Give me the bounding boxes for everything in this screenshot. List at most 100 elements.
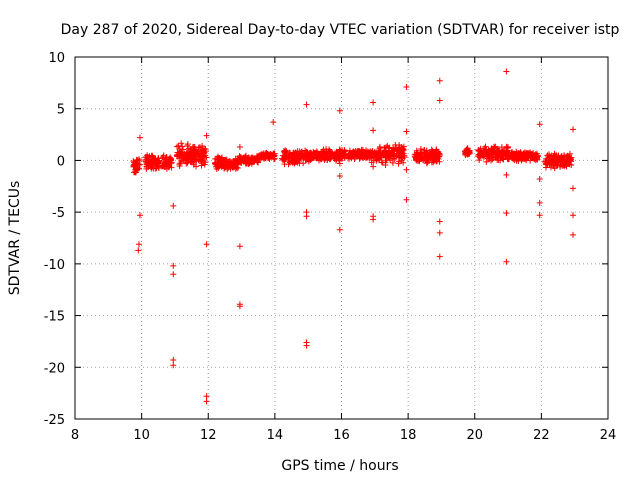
data-point: [231, 158, 238, 165]
data-point: [203, 398, 210, 405]
data-point: [396, 153, 403, 160]
data-point: [370, 127, 377, 134]
data-point: [294, 148, 301, 155]
y-tick-label: -10: [44, 258, 65, 273]
data-point: [562, 160, 569, 167]
data-point: [412, 154, 419, 161]
data-point: [532, 157, 539, 164]
data-point: [398, 157, 405, 164]
data-point: [543, 155, 550, 162]
data-point: [255, 154, 262, 161]
data-point: [350, 152, 357, 159]
data-point: [170, 202, 177, 209]
data-point: [376, 145, 383, 152]
data-point: [462, 151, 469, 158]
x-tick-label: 14: [267, 428, 284, 443]
data-point: [280, 148, 287, 155]
data-point: [560, 155, 567, 162]
data-point: [557, 158, 564, 165]
data-point: [370, 216, 377, 223]
data-point: [296, 151, 303, 158]
data-point: [151, 160, 158, 167]
data-point: [570, 212, 577, 219]
data-point: [167, 154, 174, 161]
data-point: [503, 258, 510, 265]
x-tick-label: 12: [200, 428, 217, 443]
data-point: [303, 342, 310, 349]
data-point: [242, 159, 249, 166]
x-tick-label: 24: [600, 428, 617, 443]
data-point: [149, 153, 156, 160]
data-point: [498, 144, 505, 151]
data-point: [259, 151, 266, 158]
data-point: [357, 149, 364, 156]
data-point: [436, 218, 443, 225]
data-point: [290, 150, 297, 157]
data-point: [224, 161, 231, 168]
data-point: [536, 212, 543, 219]
data-point: [550, 155, 557, 162]
data-point: [308, 153, 315, 160]
x-tick-label: 16: [333, 428, 350, 443]
data-point: [433, 156, 440, 163]
data-point: [279, 155, 286, 162]
data-point: [536, 176, 543, 183]
data-point: [565, 157, 572, 164]
data-point: [162, 159, 169, 166]
data-point: [183, 151, 190, 158]
data-point: [286, 152, 293, 159]
data-point: [370, 163, 377, 170]
data-point: [400, 147, 407, 154]
data-point: [254, 158, 261, 165]
data-point: [528, 151, 535, 158]
chart-title: Day 287 of 2020, Sidereal Day-to-day VTE…: [61, 22, 620, 38]
data-point: [505, 155, 512, 162]
data-point: [389, 148, 396, 155]
data-point: [553, 156, 560, 163]
data-point: [279, 156, 286, 163]
data-point: [536, 199, 543, 206]
data-point: [369, 150, 376, 157]
data-point: [270, 119, 277, 126]
data-point: [423, 160, 430, 167]
data-point: [236, 155, 243, 162]
data-point: [346, 150, 353, 157]
data-point: [191, 150, 198, 157]
data-point: [293, 154, 300, 161]
data-point: [184, 159, 191, 166]
data-point: [436, 253, 443, 260]
data-point: [390, 147, 397, 154]
y-tick-label: -20: [44, 361, 65, 376]
data-point: [236, 243, 243, 250]
data-point: [168, 157, 175, 164]
data-point: [524, 154, 531, 161]
data-point: [466, 150, 473, 157]
data-point: [503, 210, 510, 217]
data-point: [403, 128, 410, 135]
data-point: [174, 143, 181, 150]
data-point: [183, 160, 190, 167]
x-tick-label: 10: [133, 428, 150, 443]
data-point: [197, 156, 204, 163]
data-point: [422, 155, 429, 162]
data-point: [341, 146, 348, 153]
data-point: [170, 262, 177, 269]
data-point: [203, 393, 210, 400]
data-point: [380, 150, 387, 157]
data-point: [379, 159, 386, 166]
data-point: [175, 142, 182, 149]
data-point: [558, 152, 565, 159]
data-point: [336, 226, 343, 233]
data-point: [282, 147, 289, 154]
data-point: [147, 161, 154, 168]
data-point: [395, 160, 402, 167]
data-point: [476, 157, 483, 164]
y-tick-label: -15: [44, 310, 65, 325]
data-point: [340, 150, 347, 157]
data-point: [187, 158, 194, 165]
data-point: [131, 163, 138, 170]
data-point: [300, 160, 307, 167]
data-point: [185, 155, 192, 162]
data-point: [354, 152, 361, 159]
data-point: [160, 154, 167, 161]
